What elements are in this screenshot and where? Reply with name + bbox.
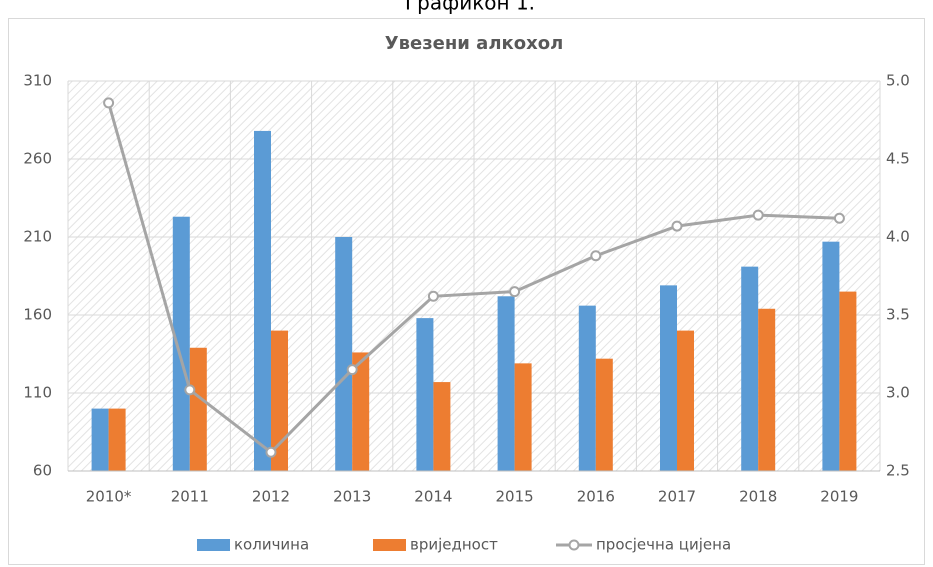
line-marker: [833, 212, 845, 224]
bar: [433, 382, 451, 471]
chart-title: Увезени алкохол: [385, 33, 564, 54]
y2-tick-label: 3.5: [886, 306, 910, 324]
y2-tick-label: 3.0: [886, 384, 910, 402]
line-marker: [346, 364, 358, 376]
x-tick-label: 2013: [333, 488, 371, 506]
line-marker: [184, 384, 196, 396]
y-tick-label: 110: [23, 384, 52, 402]
legend-swatch: [373, 539, 406, 551]
y2-tick-label: 4.0: [886, 228, 910, 246]
bar: [758, 308, 776, 471]
bar: [497, 296, 515, 471]
bar: [839, 291, 857, 471]
y2-tick-label: 4.5: [886, 150, 910, 168]
line-marker: [509, 286, 521, 298]
bar: [416, 318, 434, 471]
x-tick-label: 2018: [739, 488, 777, 506]
caption: Графикон 1.: [405, 0, 535, 15]
bar: [254, 130, 271, 472]
bar: [335, 237, 353, 471]
y-tick-label: 260: [23, 150, 52, 168]
y2-tick-label: 5.0: [886, 72, 910, 90]
bar: [595, 358, 613, 471]
line-marker: [752, 209, 764, 221]
legend-swatch-marker: [568, 539, 580, 551]
bar: [578, 305, 596, 471]
bar: [822, 241, 840, 471]
x-tick-label: 2014: [414, 488, 452, 506]
line-marker: [427, 290, 439, 302]
line: [107, 102, 840, 455]
x-tick-label: 2012: [252, 488, 290, 506]
bar: [514, 363, 532, 471]
legend-label: вриједност: [410, 536, 498, 554]
legend-label: количина: [234, 536, 309, 554]
y-tick-label: 60: [33, 462, 52, 480]
x-tick-label: 2010*: [86, 488, 132, 506]
bar: [172, 216, 190, 471]
x-tick-label: 2011: [171, 488, 209, 506]
bar: [741, 266, 759, 471]
y-tick-label: 310: [23, 72, 52, 90]
legend-label: просјечна цијена: [596, 536, 731, 554]
bar: [108, 408, 126, 471]
y-tick-label: 210: [23, 228, 52, 246]
line-marker: [590, 250, 602, 262]
line-marker: [103, 97, 115, 109]
y-tick-label: 160: [23, 306, 52, 324]
bar: [91, 408, 109, 471]
x-tick-label: 2015: [496, 488, 534, 506]
legend-swatch: [197, 539, 230, 551]
x-tick-label: 2017: [658, 488, 696, 506]
x-tick-label: 2016: [577, 488, 615, 506]
y2-tick-label: 2.5: [886, 462, 910, 480]
line-marker: [265, 446, 277, 458]
line-marker: [671, 220, 683, 232]
x-tick-label: 2019: [820, 488, 858, 506]
bar: [271, 330, 288, 471]
bar: [677, 330, 694, 471]
bar: [352, 352, 370, 471]
bar: [660, 285, 677, 471]
bar: [189, 347, 207, 471]
